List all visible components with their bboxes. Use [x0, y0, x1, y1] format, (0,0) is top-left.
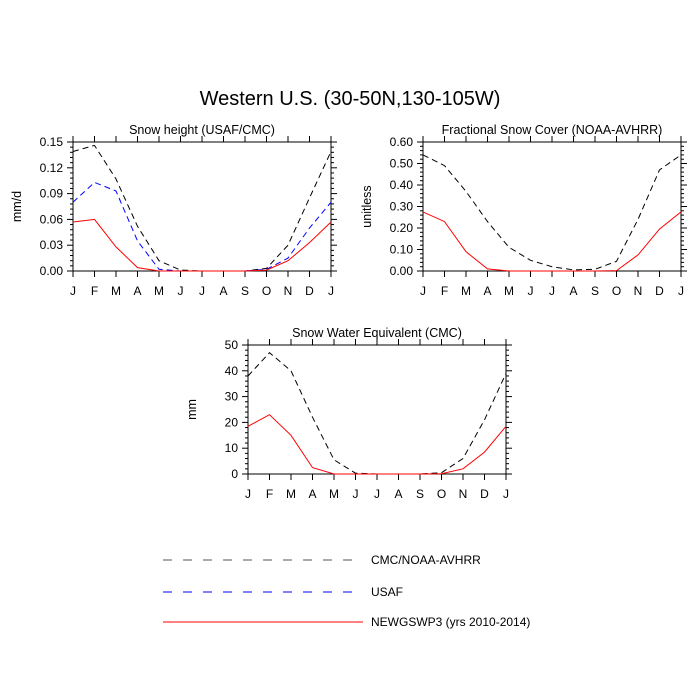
snow-height-title: Snow height (USAF/CMC): [129, 123, 275, 137]
snow-height-xtick-label: F: [91, 284, 98, 298]
swe-xtick-label: A: [394, 487, 402, 501]
snow-height-ytick-label: 0.12: [40, 161, 64, 175]
snow-cover-xtick-label: J: [678, 284, 684, 298]
snow-height-ytick-label: 0.15: [40, 135, 64, 149]
swe-xtick-label: J: [245, 487, 251, 501]
snow-cover-ytick-label: 0.60: [390, 135, 414, 149]
snow-cover-xtick-label: J: [528, 284, 534, 298]
snow-height-xtick-label: O: [262, 284, 271, 298]
swe-xtick-label: A: [308, 487, 316, 501]
swe-ytick-label: 20: [225, 415, 239, 429]
snow-height-xtick-label: N: [284, 284, 293, 298]
legend-label-2: NEWGSWP3 (yrs 2010-2014): [371, 615, 530, 629]
swe-title: Snow Water Equivalent (CMC): [292, 326, 462, 340]
swe-xtick-label: D: [480, 487, 489, 501]
snow-cover-xtick-label: F: [441, 284, 448, 298]
swe-series-cmc-noaa-avhrr: [247, 352, 507, 475]
snow-cover-ytick-label: 0.00: [390, 264, 414, 278]
snow-cover-xtick-label: D: [655, 284, 664, 298]
swe-xtick-label: J: [374, 487, 380, 501]
snow-cover-series-cmc-noaa-avhrr: [422, 154, 682, 271]
swe-xtick-label: J: [503, 487, 509, 501]
snow-height-xtick-label: J: [70, 284, 76, 298]
snow-cover-plot-frame: [422, 141, 682, 272]
snow-height-xtick-label: J: [178, 284, 184, 298]
snow-cover-xtick-label: J: [549, 284, 555, 298]
snow-cover-xtick-label: S: [591, 284, 599, 298]
swe-ytick-label: 0: [231, 467, 238, 481]
swe-panel: Snow Water Equivalent (CMC) mm 0 10 20 30 40 50…: [185, 326, 512, 501]
snow-height-ytick-label: 0.03: [40, 238, 64, 252]
snow-cover-xtick-label: A: [483, 284, 491, 298]
snow-cover-xtick-label: J: [420, 284, 426, 298]
snow-cover-xtick-label: O: [612, 284, 621, 298]
snow-height-ytick-label: 0.06: [40, 212, 64, 226]
swe-ytick-label: 10: [225, 441, 239, 455]
snow-height-xtick-label: J: [328, 284, 334, 298]
snow-height-xtick-label: S: [241, 284, 249, 298]
figure-title: Western U.S. (30-50N,130-105W): [199, 88, 501, 110]
swe-series-newgswp3-yrs-2010-2014: [247, 414, 507, 475]
snow-cover-ytick-label: 0.20: [390, 221, 414, 235]
snow-height-xtick-label: A: [219, 284, 227, 298]
snow-cover-xtick-label: A: [569, 284, 577, 298]
snow-height-ytick-label: 0.00: [40, 264, 64, 278]
snow-cover-ytick-label: 0.30: [390, 200, 414, 214]
snow-cover-ytick-label: 0.10: [390, 243, 414, 257]
swe-xtick-label: N: [459, 487, 468, 501]
swe-xtick-label: F: [266, 487, 273, 501]
snow-height-panel: Snow height (USAF/CMC) mm/d 0.00 0.03 0.06 0.…: [10, 123, 337, 298]
swe-xtick-label: O: [437, 487, 446, 501]
snow-height-xtick-label: M: [154, 284, 164, 298]
swe-ylabel: mm: [185, 399, 199, 420]
swe-xtick-label: M: [329, 487, 339, 501]
swe-ytick-label: 50: [225, 338, 239, 352]
swe-plot-frame: [247, 344, 507, 475]
legend: CMC/NOAA-AVHRR USAF NEWGSWP3 (yrs 2010-201…: [163, 553, 530, 629]
snow-cover-panel: Fractional Snow Cover (NOAA-AVHRR) unitle…: [360, 123, 687, 298]
snow-height-series-cmc-noaa-avhrr: [72, 144, 332, 272]
legend-label-0: CMC/NOAA-AVHRR: [371, 553, 481, 567]
snow-cover-title: Fractional Snow Cover (NOAA-AVHRR): [442, 123, 663, 137]
snow-height-ylabel: mm/d: [10, 191, 24, 222]
snow-cover-xtick-label: M: [504, 284, 514, 298]
snow-cover-ylabel: unitless: [360, 185, 374, 227]
legend-label-1: USAF: [371, 585, 403, 599]
snow-cover-xtick-label: N: [634, 284, 643, 298]
snow-height-xtick-label: M: [111, 284, 121, 298]
snow-height-xtick-label: A: [133, 284, 141, 298]
snow-cover-series-newgswp3-yrs-2010-2014: [422, 211, 682, 272]
swe-xtick-label: J: [353, 487, 359, 501]
swe-xtick-label: M: [286, 487, 296, 501]
snow-height-series-newgswp3-yrs-2010-2014: [72, 218, 332, 272]
snow-cover-ytick-label: 0.40: [390, 178, 414, 192]
snow-cover-xtick-label: M: [461, 284, 471, 298]
snow-height-xtick-label: D: [305, 284, 314, 298]
swe-ytick-label: 40: [225, 364, 239, 378]
swe-ytick-label: 30: [225, 390, 239, 404]
snow-height-ytick-label: 0.09: [40, 187, 64, 201]
swe-xtick-label: S: [416, 487, 424, 501]
snow-height-xtick-label: J: [199, 284, 205, 298]
snow-cover-ytick-label: 0.50: [390, 157, 414, 171]
